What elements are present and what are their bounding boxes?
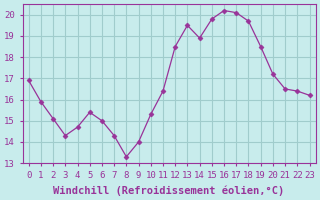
X-axis label: Windchill (Refroidissement éolien,°C): Windchill (Refroidissement éolien,°C) — [53, 185, 285, 196]
